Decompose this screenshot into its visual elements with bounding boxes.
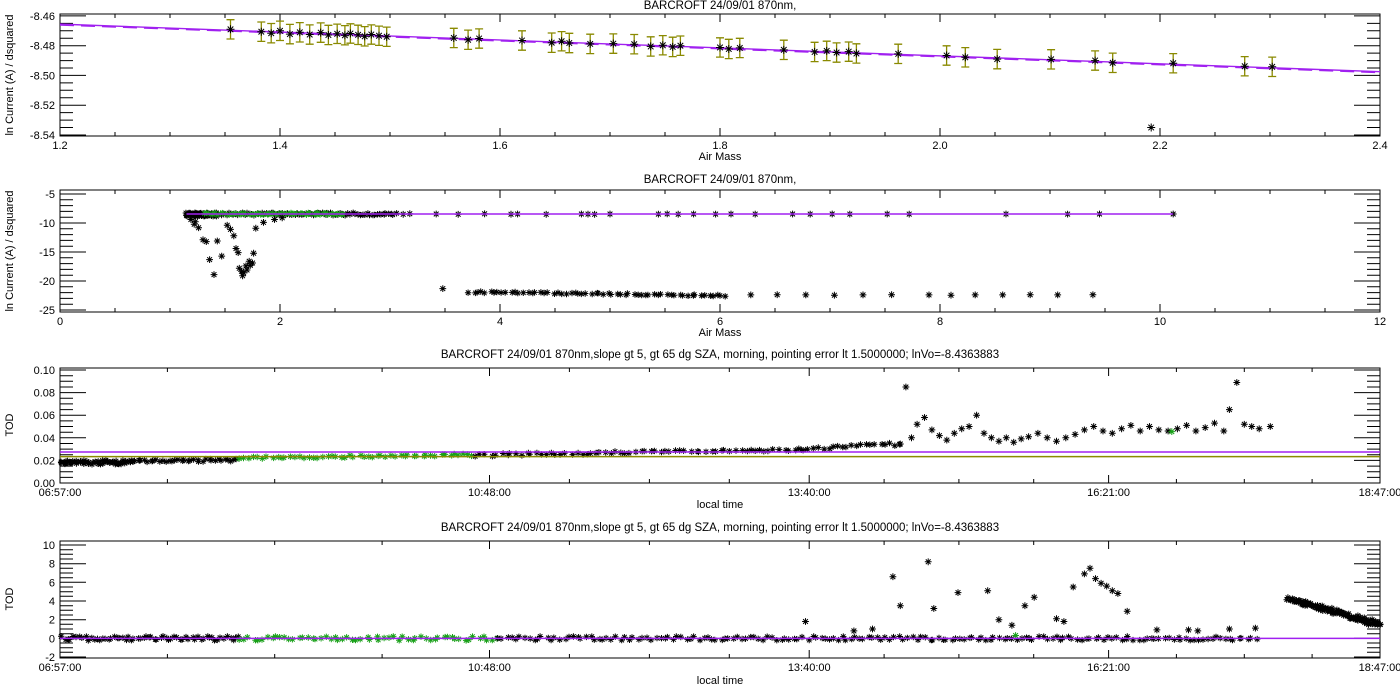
x-tick-label: 2.2 [1152, 140, 1167, 152]
y-tick-label: 0.02 [34, 455, 55, 467]
data-run-midday-black [472, 446, 805, 460]
x-tick-label: 12 [1374, 316, 1386, 328]
y-tick-label: 0.08 [34, 388, 55, 400]
data-series-late-scatter [896, 379, 1274, 448]
axis-ticks [59, 190, 1381, 312]
y-tick-label: 0.10 [34, 365, 55, 377]
y-tick-label: -8.48 [30, 41, 55, 53]
panel2-title: BARCROFT 24/09/01 870nm, [643, 174, 797, 186]
data-series-late-green-point [1168, 428, 1176, 435]
x-tick-label: 18:47:00 [1359, 487, 1400, 499]
data-run-morning-black-dense [58, 457, 137, 468]
y-tick-label: -2 [45, 652, 55, 664]
data-run-lower-band [464, 288, 729, 300]
y-tick-label: -5 [45, 189, 55, 201]
panel4-title: BARCROFT 24/09/01 870nm,slope gt 5, gt 6… [440, 522, 1000, 534]
x-tick-label: 18:47:00 [1359, 662, 1400, 674]
x-tick-label: 2.4 [1372, 140, 1387, 152]
panel-tod-zoom: 06:57:00 10:48:00 13:40:00 16:21:00 18:47:00… [34, 365, 1400, 499]
y-tick-label: 4 [49, 596, 55, 608]
y-tick-label: 10 [43, 540, 55, 552]
x-tick-label: 10 [1154, 316, 1166, 328]
x-tick-label: 1.4 [272, 140, 287, 152]
y-tick-label: -25 [39, 305, 55, 317]
data-series-outlier [1147, 123, 1156, 132]
y-tick-label: 8 [49, 559, 55, 571]
x-tick-label: 06:57:00 [39, 662, 82, 674]
axis-ticks [59, 368, 1381, 484]
y-tick-label: -15 [39, 247, 55, 259]
y-tick-label: 0 [49, 633, 55, 645]
y-tick-label: 0.06 [34, 410, 55, 422]
panel-airmass-all: 0 2 4 6 8 10 12 -25 -20 -15 -10 -5 [39, 189, 1386, 328]
data-run-sunset-descending-band2 [1289, 596, 1384, 628]
x-tick-label: 0 [57, 316, 63, 328]
x-tick-label: 2 [277, 316, 283, 328]
y-tick-label: 0.00 [34, 478, 55, 490]
panel3-xlabel: local time [696, 499, 744, 511]
panel1-ylabel: ln Current (A) / dsquared [4, 14, 16, 136]
x-tick-label: 06:57:00 [39, 487, 82, 499]
panel4-ylabel: TOD [4, 587, 16, 611]
x-tick-label: 2.0 [932, 140, 947, 152]
panel-tod-full: 06:57:00 10:48:00 13:40:00 16:21:00 18:47:00… [39, 540, 1400, 674]
data-series-afternoon-outliers [802, 558, 1259, 635]
y-tick-label: -8.52 [30, 100, 55, 112]
x-tick-label: 13:40:00 [788, 662, 831, 674]
y-tick-label: 6 [49, 577, 55, 589]
x-tick-label: 6 [717, 316, 723, 328]
data-run-afternoon-rise [795, 439, 903, 454]
plot-frame [59, 367, 1381, 484]
x-tick-label: 1.8 [712, 140, 727, 152]
error-bars [226, 19, 1277, 78]
panel4-xlabel: local time [696, 675, 744, 687]
y-tick-label: -20 [39, 276, 55, 288]
x-tick-label: 10:48:00 [468, 662, 511, 674]
x-tick-label: 16:21:00 [1087, 487, 1130, 499]
x-tick-label: 1.6 [492, 140, 507, 152]
data-series-late-green-point [1012, 632, 1019, 639]
x-tick-label: 10:48:00 [468, 487, 511, 499]
y-tick-label: -8.50 [30, 70, 55, 82]
axis-ticks [59, 14, 1381, 136]
y-tick-label: -8.46 [30, 11, 55, 23]
x-tick-label: 13:40:00 [788, 487, 831, 499]
x-tick-label: 8 [937, 316, 943, 328]
y-tick-label: 2 [49, 615, 55, 627]
data-series-morning-scatter-cluster [187, 214, 286, 280]
panel3-ylabel: TOD [4, 413, 16, 437]
x-tick-label: 16:21:00 [1087, 662, 1130, 674]
y-tick-label: -8.54 [30, 130, 55, 142]
x-tick-label: 4 [497, 316, 503, 328]
plot-frame [59, 540, 1381, 659]
panel2-xlabel: Air Mass [698, 327, 742, 339]
y-tick-label: 0.04 [34, 433, 55, 445]
data-series-langley-points [226, 25, 1277, 71]
panel-airmass-regression: 1.2 1.4 1.6 1.8 2.0 2.2 2.4 -8.54 -8.52 -8.50 -8.4… [30, 11, 1388, 152]
panel2-ylabel: ln Current (A) / dsquared [4, 190, 16, 312]
y-tick-label: -10 [39, 218, 55, 230]
data-series-lower-row-sparse [439, 285, 1097, 299]
panel1-xlabel: Air Mass [698, 151, 742, 163]
panel1-title: BARCROFT 24/09/01 870nm, [643, 0, 797, 12]
panel3-title: BARCROFT 24/09/01 870nm,slope gt 5, gt 6… [440, 349, 1000, 361]
x-tick-label: 1.2 [52, 140, 67, 152]
